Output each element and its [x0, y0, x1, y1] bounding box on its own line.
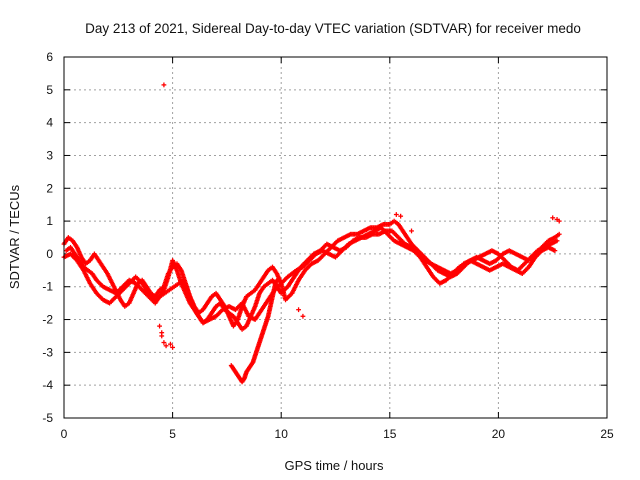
data-point-marker: [556, 218, 562, 224]
y-tick-label: 4: [46, 116, 53, 130]
data-point-marker: [157, 323, 162, 329]
data-point-marker: [556, 231, 562, 237]
y-axis-label: SDTVAR / TECUs: [7, 184, 22, 289]
y-tick-label: -5: [42, 411, 53, 425]
plot-frame: [63, 56, 608, 419]
y-tick-label: 5: [46, 83, 53, 97]
data-point-marker: [554, 238, 560, 244]
data-point-marker: [393, 212, 399, 217]
y-tick-label: 0: [46, 247, 53, 261]
data-points: [61, 82, 562, 385]
x-axis-label: GPS time / hours: [285, 458, 384, 473]
data-point-marker: [170, 345, 175, 350]
data-point-marker: [296, 307, 301, 313]
data-point-marker: [161, 340, 167, 345]
y-tick-label: -3: [42, 345, 53, 359]
data-point-marker: [163, 343, 169, 349]
x-tick-label: 15: [383, 427, 397, 441]
data-point-marker: [409, 228, 414, 234]
data-point-marker: [398, 213, 404, 219]
x-tick-label: 20: [492, 427, 506, 441]
y-tick-label: -2: [42, 313, 53, 327]
y-tick-label: 6: [46, 50, 53, 64]
data-point-marker: [300, 313, 306, 319]
x-tick-label: 25: [600, 427, 614, 441]
x-tick-label: 5: [169, 427, 176, 441]
data-point-marker: [168, 341, 173, 347]
x-tick-label: 0: [61, 427, 68, 441]
grid-lines: [64, 57, 607, 418]
y-tick-label: 1: [46, 214, 53, 228]
y-tick-label: -4: [42, 378, 53, 392]
y-tick-label: -1: [42, 280, 53, 294]
data-point-marker: [550, 215, 556, 221]
y-tick-label: 2: [46, 181, 53, 195]
x-tick-label: 10: [275, 427, 289, 441]
data-point-marker: [161, 82, 167, 88]
data-point-marker: [159, 330, 165, 336]
chart-title: Day 213 of 2021, Sidereal Day-to-day VTE…: [85, 21, 581, 36]
data-point-marker: [274, 277, 280, 283]
y-tick-label: 3: [46, 148, 53, 162]
data-point-marker: [552, 248, 558, 254]
